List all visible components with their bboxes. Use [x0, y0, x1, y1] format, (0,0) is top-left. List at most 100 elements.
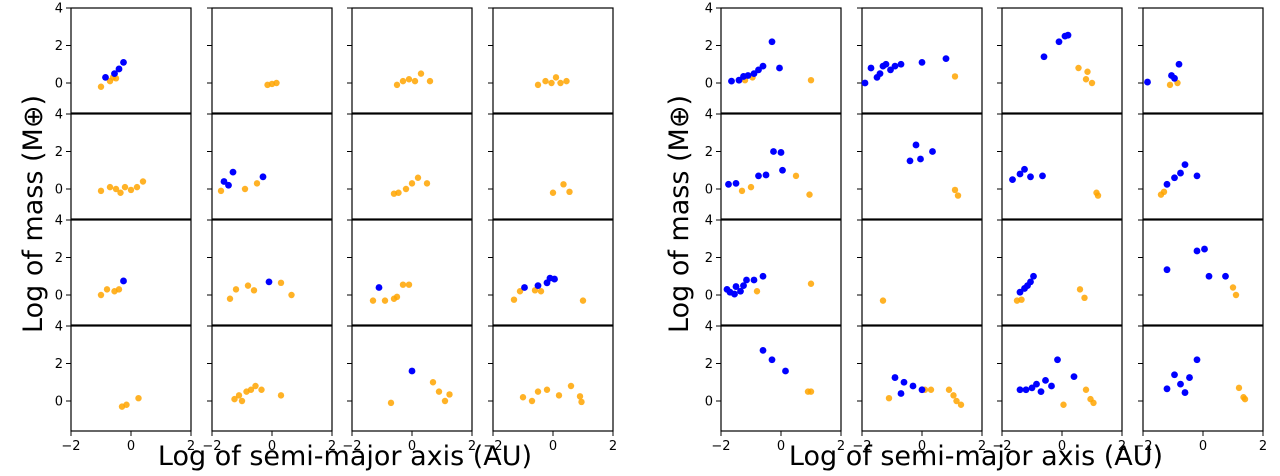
panel-0-1-0: 0 2 4 [55, 108, 192, 220]
orange-point [387, 399, 395, 407]
blue-point [534, 282, 542, 290]
panel-frame [1001, 219, 1123, 326]
orange-point [1081, 294, 1088, 302]
blue-point [882, 60, 890, 68]
panel-1-0-3 [1138, 7, 1264, 114]
orange-point [519, 394, 527, 401]
orange-point [927, 386, 935, 393]
blue-point [918, 386, 926, 394]
blue-point [225, 181, 232, 189]
blue-point [731, 290, 738, 298]
blue-point [120, 58, 127, 66]
orange-point [405, 281, 413, 288]
y-tick-label: 0 [705, 395, 713, 410]
orange-point [405, 76, 413, 83]
panel-frame [492, 7, 614, 114]
x-tick-label: 2 [1118, 439, 1126, 454]
orange-point [277, 392, 285, 399]
blue-point [735, 76, 743, 84]
panel-0-2-0: 0 2 4 [55, 214, 192, 326]
orange-point [97, 291, 105, 299]
orange-point [277, 279, 285, 287]
orange-point [566, 188, 573, 196]
blue-point [1201, 245, 1208, 253]
x-tick-label: 2 [978, 439, 986, 454]
x-tick-label: −2 [1133, 439, 1152, 454]
orange-point [399, 77, 407, 85]
left-x-axis-title: Log of semi-major axis (AU) [158, 441, 532, 472]
y-tick-label: 0 [705, 183, 713, 198]
orange-point [253, 180, 261, 187]
y-tick-label: 2 [705, 251, 713, 266]
orange-point [123, 401, 130, 408]
blue-point [1030, 272, 1037, 280]
blue-point [375, 284, 383, 291]
blue-point [929, 148, 936, 155]
orange-point [106, 183, 114, 191]
blue-point [1177, 169, 1184, 177]
blue-point [1222, 272, 1229, 280]
blue-point [1163, 180, 1171, 188]
x-tick-label: −2 [992, 439, 1011, 454]
orange-point [97, 83, 105, 90]
blue-point [229, 168, 237, 176]
panel-1-2-3 [1138, 219, 1264, 326]
y-tick-label: 2 [55, 39, 63, 54]
blue-point [918, 58, 926, 66]
orange-point [258, 386, 265, 393]
panel-frame [70, 113, 192, 220]
orange-point [97, 187, 105, 195]
panel-frame [720, 113, 842, 220]
orange-point [395, 189, 402, 196]
y-tick-label: 2 [55, 145, 63, 160]
orange-point [567, 382, 575, 390]
orange-point [747, 183, 755, 191]
panel-frame [211, 7, 333, 114]
y-tick-label: 4 [55, 214, 63, 229]
y-tick-label: 2 [705, 145, 713, 160]
x-tick-label: −2 [202, 439, 221, 454]
orange-point [555, 392, 563, 399]
blue-point [891, 374, 899, 381]
y-tick-label: 2 [55, 357, 63, 372]
blue-point [759, 346, 767, 354]
orange-point [273, 79, 280, 87]
orange-point [879, 297, 887, 304]
panel-frame [1142, 219, 1264, 326]
orange-point [542, 77, 549, 85]
panel-1-0-2 [997, 7, 1123, 114]
y-tick-label: 4 [55, 108, 63, 123]
panel-1-1-2 [997, 113, 1123, 220]
blue-point [1040, 53, 1048, 61]
orange-point [429, 379, 437, 386]
orange-point [250, 287, 258, 294]
x-tick-label: −2 [61, 439, 80, 454]
y-tick-label: 4 [705, 2, 713, 17]
blue-point [1171, 74, 1178, 82]
orange-point [807, 76, 815, 84]
left-y-axis-title: Log of mass (M⊕) [18, 95, 49, 333]
orange-point [807, 388, 815, 395]
panel-0-1-3 [488, 113, 614, 220]
panel-frame [720, 325, 842, 432]
blue-point [1205, 272, 1213, 280]
blue-point [1171, 174, 1178, 182]
blue-point [1193, 172, 1201, 180]
blue-point [755, 172, 762, 180]
panel-frame [720, 7, 842, 114]
orange-point [957, 401, 965, 408]
orange-point [117, 189, 124, 196]
x-tick-label: −2 [711, 439, 730, 454]
orange-point [951, 186, 959, 194]
panel-frame [861, 113, 983, 220]
blue-point [750, 276, 758, 284]
orange-point [1241, 395, 1249, 403]
panel-0-1-2 [347, 113, 473, 220]
blue-point [1048, 382, 1055, 390]
orange-point [127, 186, 135, 194]
blue-point [942, 55, 950, 63]
panel-1-2-1 [857, 219, 983, 326]
y-tick-label: 0 [55, 77, 63, 92]
orange-point [560, 181, 567, 188]
